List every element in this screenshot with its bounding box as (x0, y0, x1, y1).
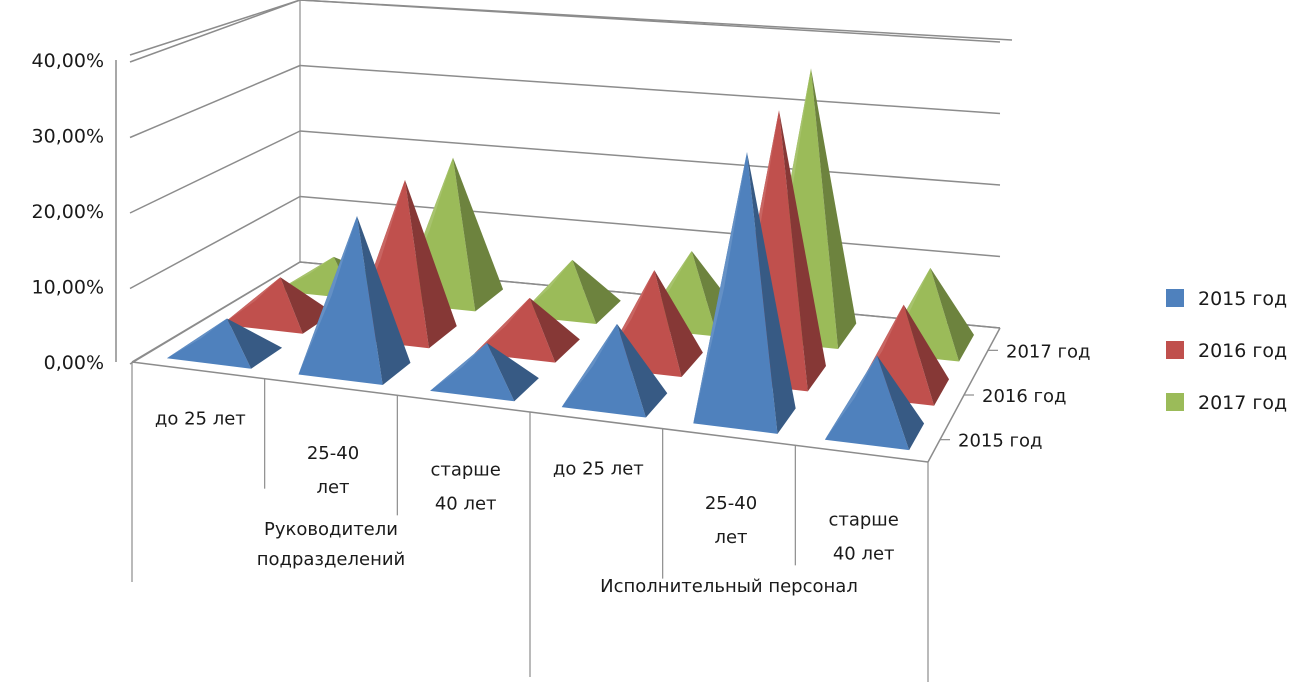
back-gridline-top (299, 0, 1013, 41)
pyramid-highlight (276, 256, 334, 291)
pyramid-1-1 (166, 318, 283, 369)
depth-label: 2017 год (1006, 341, 1090, 362)
pyramid-highlight (561, 323, 617, 408)
pyramid-highlight (474, 297, 530, 354)
category-label: 25-40 (307, 443, 359, 464)
category-label: до 25 лет (155, 408, 246, 429)
side-gridline (129, 195, 301, 290)
pyramid-1-5 (693, 151, 796, 434)
pyramid-side-face (877, 355, 925, 451)
pyramid-highlight (600, 270, 655, 368)
side-gridline-top (129, 0, 301, 56)
pyramid-highlight (824, 355, 877, 440)
pyramid-highlight (693, 151, 747, 424)
pyramid-front-face (693, 151, 778, 434)
pyramid-side-face (572, 259, 621, 324)
y-tick-label: 40,00% (32, 50, 104, 72)
pyramid-front-face (561, 323, 646, 418)
pyramid-side-face (811, 68, 857, 349)
pyramid-1-3 (430, 342, 539, 402)
category-label: лет (316, 477, 349, 498)
pyramid-bars (166, 68, 975, 451)
pyramid-1-4 (561, 323, 668, 418)
pyramid-front-face (298, 216, 383, 385)
category-label: старше (828, 510, 898, 531)
back-gridline (299, 64, 1001, 115)
category-label: лет (714, 527, 747, 548)
pyramid-1-6 (824, 355, 925, 451)
pyramid-highlight (166, 318, 227, 359)
legend-label: 2015 год (1198, 288, 1287, 310)
pyramid-front-face (824, 355, 910, 451)
depth-label: 2015 год (958, 431, 1042, 452)
x-axis-group-labels: Руководители подразделений Исполнительный … (257, 519, 858, 597)
depth-axis-labels: 2015 год 2016 год 2017 год (958, 341, 1090, 451)
pyramid-side-face (903, 304, 950, 406)
pyramid-2-3 (474, 297, 580, 363)
pyramid-side-face (227, 318, 283, 369)
pyramid-front-face (221, 277, 303, 334)
pyramid-front-face (474, 297, 556, 363)
legend-swatch (1166, 341, 1184, 359)
pyramid-highlight (348, 179, 405, 339)
x-axis-category-labels: до 25 лет 25-40 лет старше 40 лет до 25 лет 25… (155, 408, 899, 564)
category-label: до 25 лет (553, 458, 644, 479)
side-gridline (129, 64, 301, 139)
depth-label: 2016 год (982, 386, 1066, 407)
pyramid-highlight (221, 277, 281, 325)
pyramid-front-face (430, 342, 515, 402)
category-label: 25-40 (705, 493, 757, 514)
group-label: Исполнительный персонал (600, 576, 858, 597)
pyramid-side-face (453, 157, 504, 312)
category-label: 40 лет (435, 494, 497, 515)
pyramid-side-face (617, 323, 668, 418)
pyramid-highlight (853, 304, 904, 397)
legend-label: 2017 год (1198, 392, 1287, 414)
pyramid-side-face (930, 267, 975, 362)
y-tick-label: 20,00% (32, 201, 104, 223)
legend-label: 2016 год (1198, 340, 1287, 362)
category-label: 40 лет (833, 544, 895, 565)
y-tick-label: 30,00% (32, 126, 104, 148)
pyramid-side-face (747, 151, 796, 434)
pyramid-side-face (487, 342, 539, 402)
legend-swatch (1166, 289, 1184, 307)
legend-swatch (1166, 393, 1184, 411)
group-label: подразделений (257, 549, 406, 570)
pyramid-highlight (298, 216, 357, 375)
y-tick-label: 10,00% (32, 277, 104, 299)
y-axis-ticks: 0,00% 10,00% 20,00% 30,00% 40,00% (32, 50, 104, 374)
group-label: Руководители (264, 519, 398, 540)
y-tick-label: 0,00% (44, 352, 104, 374)
pyramid-side-face (529, 297, 580, 363)
pyramid-highlight (397, 157, 453, 304)
pyramid-1-2 (298, 216, 411, 385)
category-label: старше (430, 460, 500, 481)
legend: 2015 год 2016 год 2017 год (1166, 288, 1287, 414)
pyramid-side-face (654, 270, 703, 378)
pyramid-side-face (405, 179, 457, 349)
pyramid-side-face (357, 216, 411, 385)
pyramid-side-face (779, 110, 826, 392)
side-gridline (129, 130, 301, 214)
pyramid-highlight (430, 342, 487, 391)
back-gridline (299, 130, 1001, 186)
side-gridline (129, 0, 301, 63)
pyramid-front-face (166, 318, 252, 369)
back-gridline (299, 195, 1001, 258)
